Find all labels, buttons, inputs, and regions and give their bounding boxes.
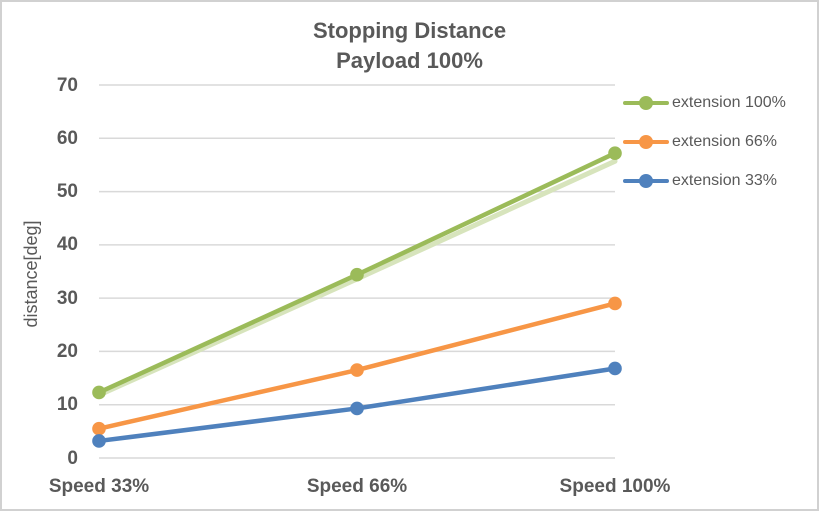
legend-item-extension-100-: extension 100% [623, 90, 786, 116]
legend: extension 100% extension 66% extension 33% [623, 90, 786, 207]
y-tick-label-20: 20 [56, 340, 78, 362]
marker-extension-100--1 [92, 385, 106, 400]
marker-extension-33--1 [92, 434, 106, 448]
marker-extension-33--2 [350, 401, 364, 416]
y-tick-label-0: 0 [67, 447, 78, 469]
legend-label: extension 100% [672, 94, 786, 111]
marker-extension-66--3 [608, 296, 622, 311]
y-tick-label-70: 70 [56, 74, 78, 96]
legend-label: extension 66% [672, 133, 777, 150]
legend-line-marker-icon [623, 174, 669, 188]
x-category-label-3: Speed 100% [559, 476, 671, 497]
chart-title: Stopping Distance [312, 18, 507, 43]
legend-line-marker-icon [623, 135, 669, 149]
chart-subtitle: Payload 100% [336, 48, 483, 73]
marker-extension-100--3 [608, 146, 622, 161]
marker-extension-66--2 [350, 363, 364, 377]
x-category-label-1: Speed 33% [48, 476, 150, 497]
y-tick-label-40: 40 [56, 234, 78, 256]
chart-title-block: Stopping Distance Payload 100% [2, 16, 817, 76]
legend-label: extension 33% [672, 172, 777, 189]
y-tick-label-10: 10 [56, 394, 78, 416]
marker-extension-66--1 [92, 421, 106, 436]
x-category-label-2: Speed 66% [306, 476, 408, 497]
y-tick-label-50: 50 [56, 181, 78, 203]
legend-item-extension-66-: extension 66% [623, 129, 786, 155]
legend-line-marker-icon [623, 96, 669, 110]
y-tick-label-60: 60 [56, 127, 78, 149]
marker-extension-100--2 [350, 267, 364, 282]
y-tick-label-30: 30 [56, 287, 78, 309]
marker-extension-33--3 [608, 361, 622, 376]
legend-item-extension-33-: extension 33% [623, 168, 786, 194]
